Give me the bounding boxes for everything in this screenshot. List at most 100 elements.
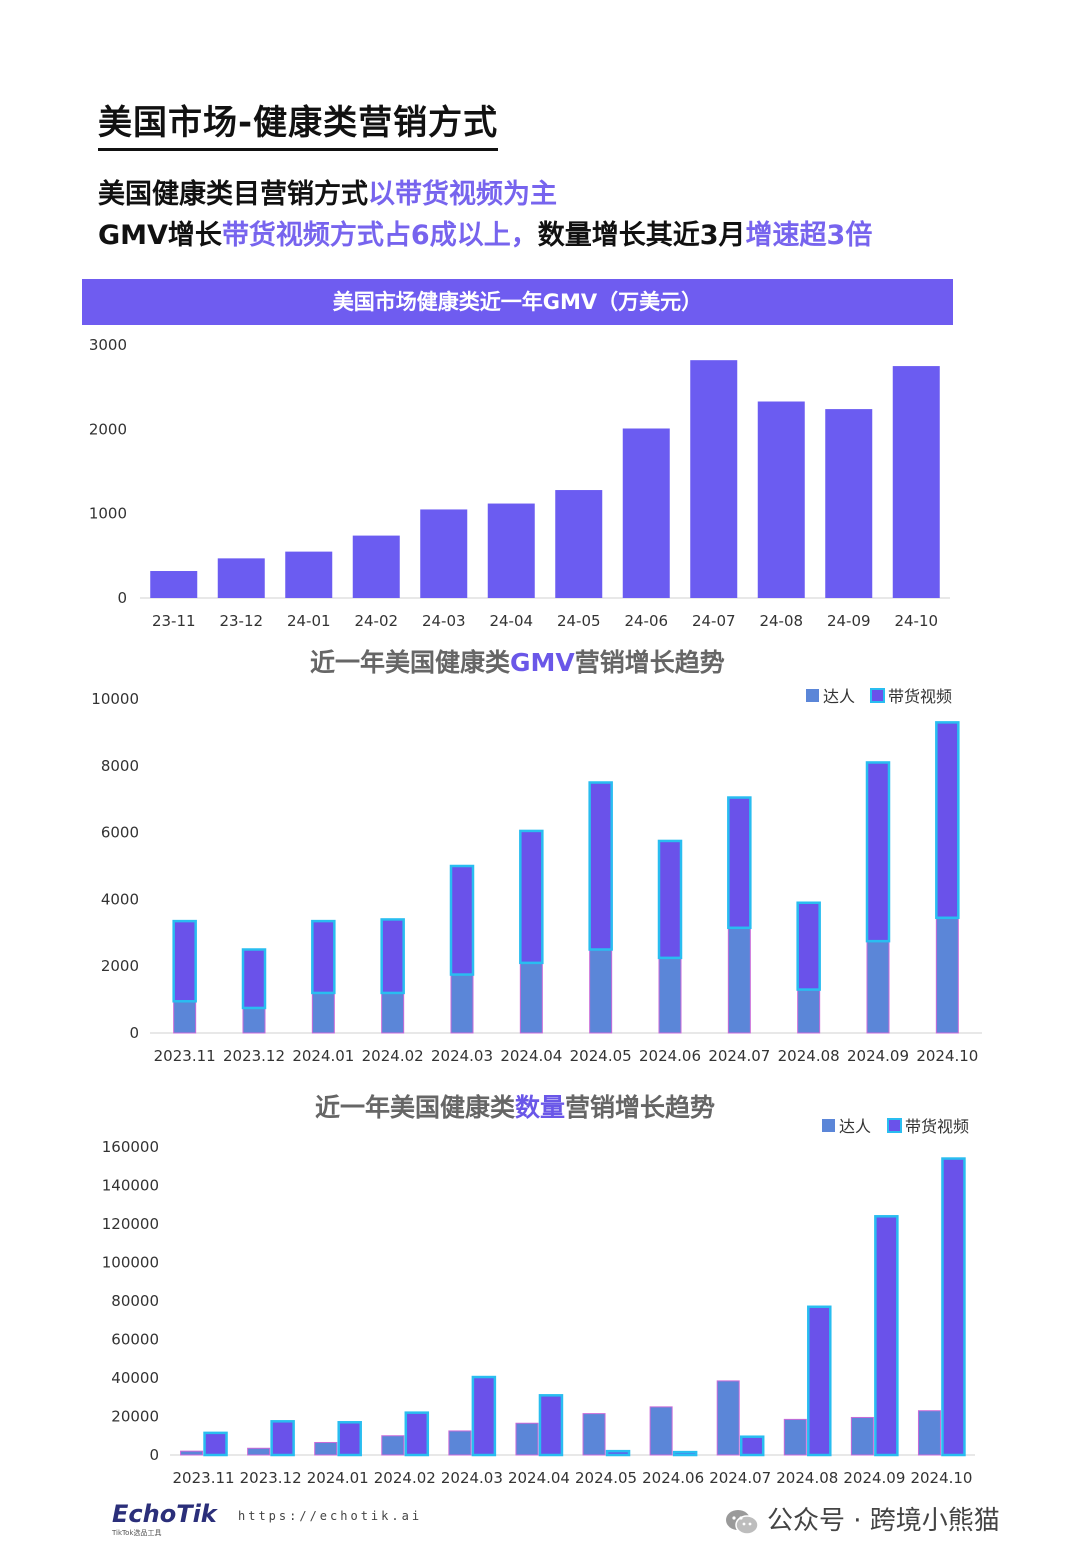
legend-influencer-swatch: [822, 1119, 835, 1132]
video-bar: [672, 1450, 698, 1457]
y-tick-label: 2000: [101, 957, 139, 975]
x-tick-label: 2024.05: [570, 1047, 632, 1065]
video-bar: [449, 864, 475, 976]
y-tick-label: 120000: [102, 1215, 159, 1233]
x-tick-label: 2024.09: [843, 1469, 905, 1487]
influencer-bar: [716, 1380, 740, 1456]
gmv-bar: [352, 535, 400, 598]
video-bar: [471, 1375, 497, 1457]
footer-url: https://echotik.ai: [238, 1509, 423, 1523]
y-tick-label: 0: [117, 589, 127, 607]
c3-title-c: 营销增长趋势: [565, 1093, 716, 1122]
video-bar: [865, 761, 891, 943]
y-tick-label: 4000: [101, 890, 139, 908]
c2-title-b: GMV: [510, 648, 575, 677]
influencer-bar: [935, 917, 959, 1034]
y-tick-label: 60000: [111, 1331, 159, 1349]
gmv-stacked-chart: 0 2000 4000 6000 8000 10000 2023.11 2023.12 2024…: [91, 687, 982, 1065]
influencer-bar: [589, 949, 613, 1034]
y-tick-label: 6000: [101, 824, 139, 842]
y-tick-label: 3000: [89, 336, 127, 354]
x-tick-label: 2024.04: [508, 1469, 570, 1487]
x-tick-label: 2024.03: [441, 1469, 503, 1487]
x-tick-label: 2024.10: [910, 1469, 972, 1487]
x-tick-label: 24-07: [692, 612, 736, 630]
influencer-bar: [515, 1422, 539, 1456]
x-tick-label: 24-10: [894, 612, 938, 630]
influencer-bar: [311, 992, 335, 1034]
gmv-bar: [757, 401, 805, 598]
influencer-bar: [381, 1435, 405, 1456]
x-tick-label: 2024.06: [642, 1469, 704, 1487]
x-tick-label: 2024.05: [575, 1469, 637, 1487]
subtitle-line-2: GMV增长带货视频方式占6成以上，数量增长其近3月增速超3倍: [98, 213, 872, 252]
video-bar: [941, 1157, 966, 1457]
echotik-logo: EchoTik: [112, 1500, 217, 1528]
wechat-icon: [726, 1509, 759, 1535]
influencer-bar: [448, 1430, 472, 1456]
y-tick-label: 10000: [91, 690, 139, 708]
influencer-bar: [917, 1410, 941, 1456]
y-tick-label: 40000: [111, 1369, 159, 1387]
gmv-bar: [487, 503, 535, 598]
y-tick-label: 140000: [102, 1177, 159, 1195]
influencer-bar: [450, 974, 474, 1034]
y-tick-label: 8000: [101, 757, 139, 775]
x-tick-label: 2023.11: [173, 1469, 235, 1487]
x-tick-label: 2024.08: [776, 1469, 838, 1487]
x-tick-label: 2024.07: [709, 1469, 771, 1487]
x-tick-label: 2024.06: [639, 1047, 701, 1065]
video-bar: [727, 796, 752, 930]
video-bar: [807, 1305, 832, 1457]
video-bar: [605, 1449, 631, 1457]
x-tick-label: 24-04: [489, 612, 533, 630]
x-tick-label: 24-08: [759, 612, 803, 630]
x-tick-label: 2024.02: [362, 1047, 424, 1065]
x-tick-label: 24-01: [287, 612, 331, 630]
gmv-bar: [217, 558, 265, 598]
subtitle-1-highlight: 以带货视频为主: [368, 179, 557, 210]
video-bar: [172, 919, 197, 1003]
y-tick-label: 100000: [102, 1254, 159, 1272]
influencer-bar: [727, 927, 751, 1034]
video-bar: [270, 1420, 295, 1457]
c2-title-a: 近一年美国健康类: [310, 648, 511, 677]
legend-influencer-label: 达人: [839, 1117, 871, 1136]
legend-video-label: 带货视频: [888, 687, 952, 706]
video-bar: [538, 1394, 564, 1457]
legend-influencer-label: 达人: [823, 687, 855, 706]
gmv-bar: [690, 360, 738, 598]
x-tick-label: 24-09: [827, 612, 871, 630]
gmv-bar: [150, 571, 198, 598]
influencer-bar: [180, 1450, 204, 1456]
subtitle-2-highlight-a: 带货视频方式占6成以上，: [221, 220, 538, 251]
x-tick-label: 2024.10: [916, 1047, 978, 1065]
gmv-bar: [892, 366, 940, 598]
video-bar: [203, 1431, 228, 1457]
subtitle-line-1: 美国健康类目营销方式以带货视频为主: [98, 172, 557, 211]
gmv-bar: [825, 409, 873, 598]
legend-video-swatch: [870, 688, 885, 703]
influencer-bar: [381, 992, 405, 1034]
x-tick-label: 23-12: [219, 612, 263, 630]
y-tick-label: 1000: [89, 505, 127, 523]
influencer-bar: [783, 1418, 807, 1456]
video-bar: [337, 1421, 362, 1457]
video-bar: [935, 721, 960, 920]
video-bar: [588, 781, 613, 951]
x-tick-label: 2024.07: [708, 1047, 770, 1065]
x-tick-label: 24-03: [422, 612, 466, 630]
gmv-trend-chart-title: 近一年美国健康类GMV营销增长趋势: [310, 643, 725, 679]
video-bar: [241, 948, 267, 1010]
c2-title-c: 营销增长趋势: [574, 648, 725, 677]
x-tick-label: 2024.02: [374, 1469, 436, 1487]
video-bar: [874, 1215, 899, 1457]
x-tick-label: 2024.09: [847, 1047, 909, 1065]
subtitle-2-highlight-b: 增速超3倍: [745, 220, 873, 251]
subtitle-1-text: 美国健康类目营销方式: [98, 179, 368, 210]
influencer-bar: [866, 940, 890, 1034]
influencer-bar: [314, 1441, 338, 1456]
x-tick-label: 24-02: [354, 612, 398, 630]
influencer-bar: [582, 1413, 606, 1456]
quantity-trend-chart-title: 近一年美国健康类数量营销增长趋势: [315, 1088, 715, 1124]
